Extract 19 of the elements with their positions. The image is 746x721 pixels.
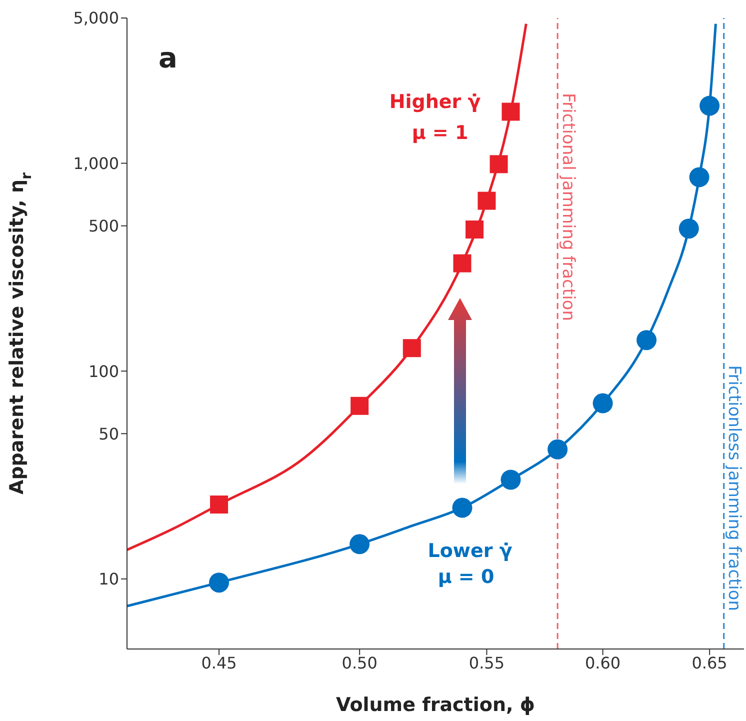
y-tick-label: 10 — [98, 570, 119, 589]
x-tick-label: 0.50 — [342, 653, 378, 672]
x-tick-label: 0.60 — [584, 653, 621, 672]
y-tick-label: 1,000 — [73, 154, 119, 173]
ref-line-label: Frictionless jamming fraction — [724, 365, 744, 611]
x-axis-title: Volume fraction, ϕ — [336, 694, 535, 716]
x-tick-label: 0.45 — [201, 653, 237, 672]
y-tick-label: 5,000 — [73, 8, 119, 28]
x-tick-label: 0.55 — [468, 653, 505, 672]
y-tick-label: 100 — [88, 362, 119, 381]
annotation: Lower γ̇ — [428, 540, 512, 562]
annotation: a — [158, 42, 178, 75]
x-tick-label: 0.65 — [692, 653, 728, 672]
y-tick-label: 50 — [98, 424, 119, 444]
annotation: μ = 1 — [412, 122, 468, 144]
y-tick-label: 500 — [88, 216, 119, 236]
annotation: Higher γ̇ — [389, 91, 481, 114]
annotation: μ = 0 — [438, 566, 494, 588]
ref-line-label: Frictional jamming fraction — [558, 93, 578, 321]
